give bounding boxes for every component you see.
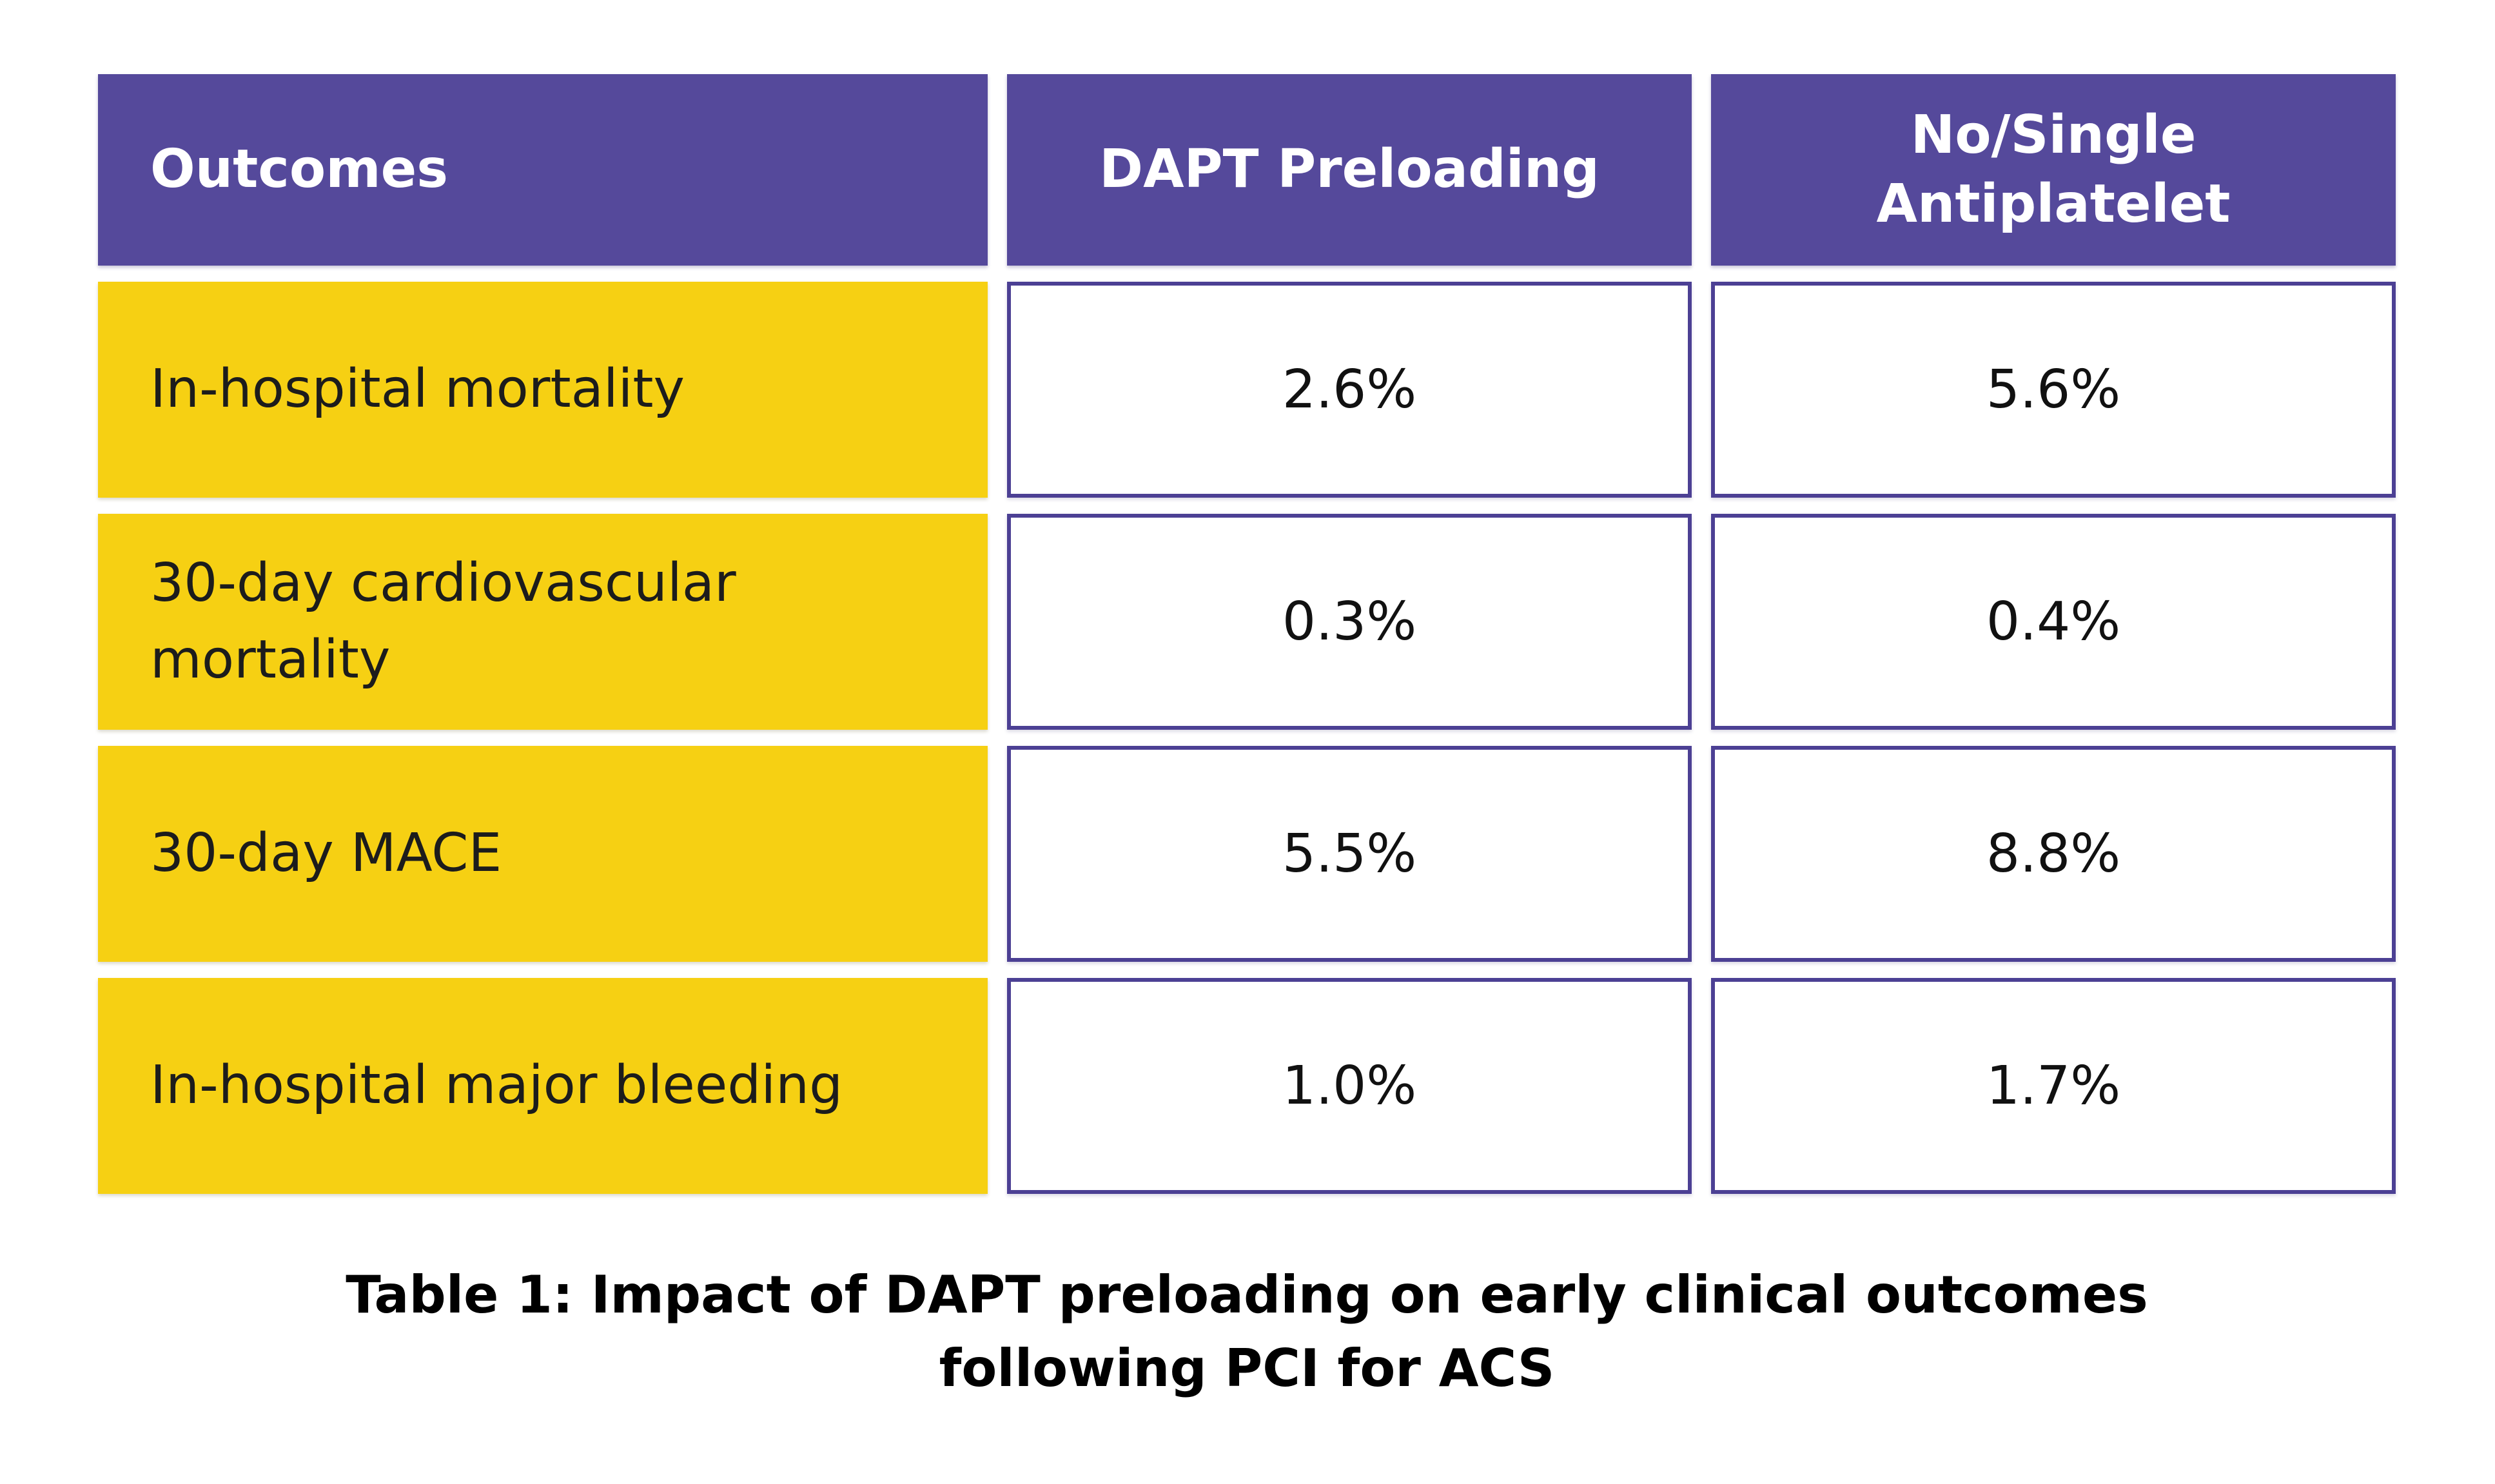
value-text: 8.8% (1986, 823, 2121, 884)
table-caption-line-1: Table 1: Impact of DAPT preloading on ea… (346, 1265, 2148, 1325)
row-label-in-hospital-major-bleeding: In-hospital major bleeding (98, 978, 988, 1194)
value-text: 0.3% (1282, 591, 1417, 652)
row-label-text: 30-day cardiovascular mortality (150, 552, 736, 690)
value-text: 2.6% (1282, 359, 1417, 420)
table-caption: Table 1: Impact of DAPT preloading on ea… (98, 1258, 2396, 1405)
column-header-outcomes-label: Outcomes (150, 139, 449, 200)
column-header-no-single-antiplatelet: No/Single Antiplatelet (1711, 74, 2396, 266)
row-label-in-hospital-mortality: In-hospital mortality (98, 282, 988, 498)
column-header-outcomes: Outcomes (98, 74, 988, 266)
row-label-text: 30-day MACE (150, 823, 502, 884)
value-30-day-mace-dapt: 5.5% (1007, 746, 1692, 962)
row-label-30-day-cardiovascular-mortality: 30-day cardiovascular mortality (98, 514, 988, 730)
table-caption-line-2: following PCI for ACS (939, 1338, 1555, 1398)
value-text: 1.7% (1986, 1055, 2121, 1117)
value-text: 1.0% (1282, 1055, 1417, 1117)
outcomes-table: Outcomes DAPT Preloading No/Single Antip… (98, 74, 2396, 1194)
value-text: 5.5% (1282, 823, 1417, 884)
value-in-hospital-mortality-no-single: 5.6% (1711, 282, 2396, 498)
value-in-hospital-mortality-dapt: 2.6% (1007, 282, 1692, 498)
value-30-day-mace-no-single: 8.8% (1711, 746, 2396, 962)
row-label-text: In-hospital mortality (150, 358, 685, 420)
value-in-hospital-major-bleeding-no-single: 1.7% (1711, 978, 2396, 1194)
value-30-day-cv-mortality-no-single: 0.4% (1711, 514, 2396, 730)
value-30-day-cv-mortality-dapt: 0.3% (1007, 514, 1692, 730)
value-text: 5.6% (1986, 359, 2121, 420)
value-text: 0.4% (1986, 591, 2121, 652)
row-label-text: In-hospital major bleeding (150, 1055, 843, 1117)
row-label-30-day-mace: 30-day MACE (98, 746, 988, 962)
column-header-dapt-preloading: DAPT Preloading (1007, 74, 1692, 266)
column-header-dapt-preloading-label: DAPT Preloading (1099, 139, 1600, 200)
value-in-hospital-major-bleeding-dapt: 1.0% (1007, 978, 1692, 1194)
column-header-no-single-antiplatelet-label: No/Single Antiplatelet (1876, 104, 2231, 235)
